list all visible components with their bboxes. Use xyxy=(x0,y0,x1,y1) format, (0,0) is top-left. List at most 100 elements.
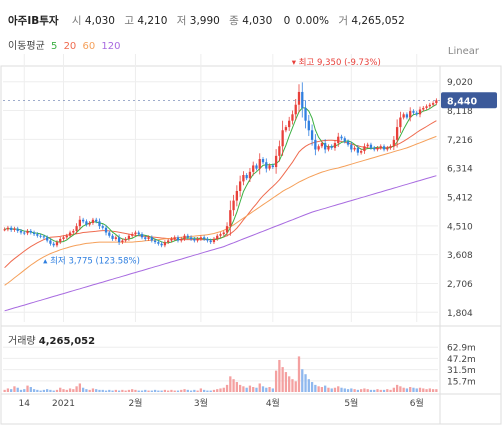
candle-body xyxy=(144,237,147,239)
volume-bar xyxy=(229,376,232,392)
candle-body xyxy=(180,238,183,241)
candle-body xyxy=(428,104,431,107)
volume-bar xyxy=(206,390,209,392)
volume-bar xyxy=(242,386,245,392)
candle-body xyxy=(373,147,376,150)
candle-body xyxy=(3,229,6,231)
candle-body xyxy=(405,114,409,118)
volume-panel-label: 거래량 4,265,052 xyxy=(8,332,95,347)
volume-bar xyxy=(278,359,281,392)
candle-body xyxy=(248,171,252,179)
y-tick-label: 8,118 xyxy=(447,107,473,117)
volume-bar xyxy=(333,387,337,392)
volume-bar xyxy=(42,389,46,392)
candle-body xyxy=(88,222,91,225)
candle-body xyxy=(170,238,173,241)
moving-average-label: 이동평균 xyxy=(8,41,45,52)
price-header: 아주IB투자 시 4,030 고 4,210 저 3,990 종 4,030 0… xyxy=(8,13,407,28)
change-percent: 0.00% xyxy=(295,15,329,27)
candle-body xyxy=(422,107,425,110)
candle-body xyxy=(108,232,111,236)
y-tick-label: 7,216 xyxy=(447,136,473,146)
volume-bar xyxy=(173,390,176,392)
volume-bar xyxy=(183,389,186,392)
volume-bar xyxy=(170,389,173,392)
ma120-legend[interactable]: 120 xyxy=(101,41,121,52)
candle-body xyxy=(16,228,19,231)
volume-bar xyxy=(78,383,82,392)
volume-bar xyxy=(373,389,376,392)
volume-bar xyxy=(127,389,131,392)
candle-body xyxy=(271,165,274,168)
volume-bar xyxy=(409,387,412,392)
ma5-legend[interactable]: 5 xyxy=(51,41,58,52)
candle-body xyxy=(23,232,26,234)
ma20-legend[interactable]: 20 xyxy=(63,41,77,52)
volume-bar xyxy=(26,385,29,392)
candle-body xyxy=(42,236,46,238)
candle-body xyxy=(32,232,36,235)
volume-bar xyxy=(359,389,363,392)
min-price-annotation: ▴ 최저 3,775 (123.58%) xyxy=(43,255,140,266)
candle-body xyxy=(395,127,399,140)
candle-body xyxy=(199,237,203,239)
candle-body xyxy=(356,147,360,153)
volume-bar xyxy=(379,389,382,392)
candle-body xyxy=(46,237,49,241)
x-tick-label: 2월 xyxy=(128,397,142,409)
scale-toggle[interactable]: Linear xyxy=(447,46,479,57)
candle-body xyxy=(258,159,261,169)
volume-bar xyxy=(29,387,32,392)
volume-bar xyxy=(88,389,91,392)
volume-bar xyxy=(350,388,353,392)
volume-bar xyxy=(317,386,320,392)
high-value: 4,210 xyxy=(137,15,168,27)
candle-body xyxy=(85,221,88,225)
ma60-legend[interactable]: 60 xyxy=(82,41,96,52)
y-tick-label: 3,608 xyxy=(447,251,473,261)
candle-body xyxy=(333,143,337,148)
candle-body xyxy=(327,146,330,150)
candle-body xyxy=(157,242,160,244)
volume-bar xyxy=(346,389,350,392)
y-tick-label: 9,020 xyxy=(447,78,473,88)
volume-bar xyxy=(49,389,52,392)
ma60-line xyxy=(4,135,437,286)
volume-bar xyxy=(307,379,310,392)
volume-bar xyxy=(252,387,255,392)
volume-bar xyxy=(81,387,85,392)
candle-body xyxy=(418,109,422,115)
candle-body xyxy=(399,117,402,128)
candle-body xyxy=(59,238,62,243)
volume-bar xyxy=(59,387,62,392)
candle-body xyxy=(160,243,163,246)
volume-bar xyxy=(291,379,294,392)
candle-body xyxy=(189,237,193,239)
candle-body xyxy=(124,238,127,241)
volume-bar xyxy=(274,370,278,392)
volume-bar xyxy=(196,390,199,392)
candle-body xyxy=(121,240,124,243)
candle-body xyxy=(261,159,265,163)
candle-body xyxy=(176,237,180,241)
volume-bar xyxy=(431,389,435,392)
volume-bar xyxy=(95,389,98,392)
x-tick-label: 6월 xyxy=(410,397,424,409)
candle-body xyxy=(127,235,131,239)
candle-body xyxy=(386,147,389,150)
ma5-line xyxy=(4,104,437,244)
candle-body xyxy=(235,191,238,201)
volume-bar xyxy=(150,390,153,392)
volume-bar xyxy=(160,390,163,392)
candle-body xyxy=(212,238,216,243)
candle-body xyxy=(62,237,65,239)
candle-body xyxy=(232,200,235,211)
open-value: 4,030 xyxy=(84,15,115,27)
volume-tick-label: 62.9m xyxy=(447,344,476,354)
candle-body xyxy=(153,240,157,243)
volume-bar xyxy=(85,389,88,392)
candle-body xyxy=(366,144,369,147)
volume-bar xyxy=(212,389,216,392)
x-tick-label: 2021 xyxy=(52,399,75,409)
